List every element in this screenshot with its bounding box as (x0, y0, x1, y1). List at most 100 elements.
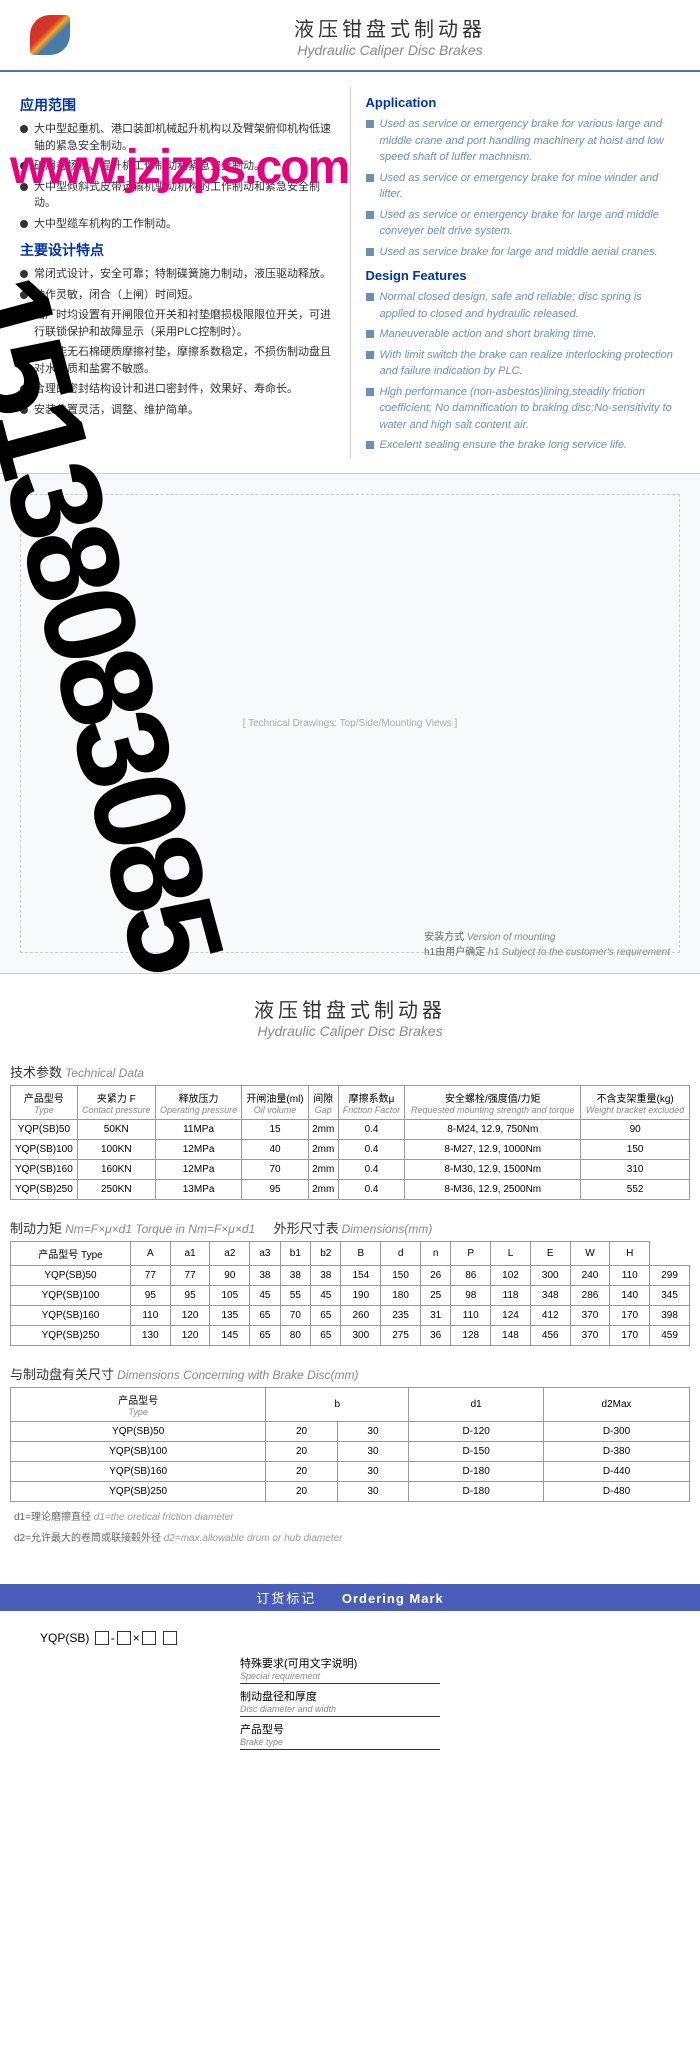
table-row: YQP(SB)160110120135657065260235311101244… (11, 1305, 690, 1325)
table-header: 开闸油量(ml)Oil volume (242, 1085, 308, 1119)
table-header: B (341, 1241, 381, 1265)
table-row: YQP(SB)502030D-120D-300 (11, 1421, 690, 1441)
bullet-item: 大中型缆车机构的工作制动。 (20, 216, 335, 233)
bullet-icon (366, 120, 374, 128)
table-row: YQP(SB)5050KN11MPa152mm0.48-M24, 12.9, 7… (11, 1119, 690, 1139)
bullet-item: Excelent sealing ensure the brake long s… (366, 437, 681, 454)
table-row: YQP(SB)1002030D-150D-380 (11, 1441, 690, 1461)
table-row: YQP(SB)507777903838381541502686102300240… (11, 1265, 690, 1285)
bullet-icon (366, 351, 374, 359)
table-header: n (420, 1241, 450, 1265)
table-header: a3 (250, 1241, 280, 1265)
title-block: 液压钳盘式制动器 Hydraulic Caliper Disc Brakes (100, 13, 680, 58)
tech-data-section: 技术参数 Technical Data 产品型号Type夹紧力 FContact… (0, 1062, 700, 1210)
bullet-item: High performance (non-asbestos)lining,st… (366, 384, 681, 434)
table-header: 产品型号 Type (11, 1241, 131, 1265)
bullet-text: Used as service or emergency brake for l… (380, 207, 681, 240)
table-header: b (266, 1387, 409, 1421)
bullet-item: Maneuverable action and short braking ti… (366, 326, 681, 343)
table-header: W (570, 1241, 610, 1265)
watermark-url: www.jzjzps.com (10, 140, 348, 195)
bullet-text: 大中型缆车机构的工作制动。 (34, 216, 335, 233)
ordering-labels: 特殊要求(可用文字说明)Special requirement 制动盘径和厚度Di… (240, 1655, 660, 1754)
logo (20, 10, 80, 60)
footnote: d1=理论磨擦直径 d1=the oretical friction diame… (10, 1508, 690, 1523)
ordering-bar: 订货标记 Ordering Mark (0, 1584, 700, 1611)
order-label: 制动盘径和厚度Disc diameter and width (240, 1688, 440, 1717)
table-header: 产品型号Type (11, 1387, 266, 1421)
table-row: YQP(SB)100100KN12MPa402mm0.48-M27, 12.9,… (11, 1139, 690, 1159)
design-heading-cn: 主要设计特点 (20, 240, 335, 260)
tech-data-table: 产品型号Type夹紧力 FContact pressure释放压力Operati… (10, 1085, 690, 1200)
table-header: 释放压力Operating pressure (155, 1085, 242, 1119)
table-header: d (381, 1241, 421, 1265)
table-header: 摩擦系数μFriction Factor (338, 1085, 405, 1119)
table-header: L (491, 1241, 531, 1265)
table-row: YQP(SB)2502030D-180D-480 (11, 1481, 690, 1501)
table-row: YQP(SB)1602030D-180D-440 (11, 1461, 690, 1481)
title-en: Hydraulic Caliper Disc Brakes (100, 42, 680, 58)
bullet-text: 常闭式设计，安全可靠；特制碟簧施力制动，液压驱动释放。 (34, 266, 335, 283)
footnote: d2=允许最大的卷筒或联接毂外径 d2=max.allowable drum o… (10, 1529, 690, 1544)
app-range-heading: 应用范围 (20, 95, 335, 115)
bullet-item: With limit switch the brake can realize … (366, 347, 681, 380)
disc-section: 与制动盘有关尺寸 Dimensions Concerning with Brak… (0, 1364, 700, 1554)
table-row: YQP(SB)160160KN12MPa702mm0.48-M30, 12.9,… (11, 1159, 690, 1179)
table-header: E (530, 1241, 570, 1265)
bullet-icon (366, 174, 374, 182)
table-header: b1 (280, 1241, 310, 1265)
order-label: 产品型号Brake type (240, 1721, 440, 1750)
table-header: A (130, 1241, 170, 1265)
torque-section: 制动力矩 Nm=F×μ×d1 Torque in Nm=F×μ×d1 外形尺寸表… (0, 1218, 700, 1356)
table-header: P (451, 1241, 491, 1265)
bullet-item: Used as service or emergency brake for l… (366, 207, 681, 240)
table-header: a2 (210, 1241, 250, 1265)
ordering-code: YQP(SB) -× (40, 1631, 660, 1646)
bullet-item: Used as service or emergency brake for m… (366, 170, 681, 203)
table-header: d1 (409, 1387, 544, 1421)
table-header: 夹紧力 FContact pressure (77, 1085, 155, 1119)
table-header: 间隙Gap (308, 1085, 338, 1119)
disc-table: 产品型号Typebd1d2MaxYQP(SB)502030D-120D-300Y… (10, 1387, 690, 1502)
table-row: YQP(SB)250250KN13MPa952mm0.48-M36, 12.9,… (11, 1179, 690, 1199)
table-header: 安全螺栓/强度值/力矩Requested mounting strength a… (405, 1085, 581, 1119)
design-list-en: Normal closed design, safe and reliable;… (366, 289, 681, 454)
bullet-text: With limit switch the brake can realize … (380, 347, 681, 380)
app-range-list-en: Used as service or emergency brake for v… (366, 116, 681, 260)
bullet-icon (366, 441, 374, 449)
bullet-text: Used as service or emergency brake for m… (380, 170, 681, 203)
ordering-diagram: YQP(SB) -× 特殊要求(可用文字说明)Special requireme… (0, 1611, 700, 1795)
footnotes: d1=理论磨擦直径 d1=the oretical friction diame… (10, 1508, 690, 1544)
tech-data-title: 技术参数 Technical Data (10, 1062, 690, 1081)
table-header: d2Max (544, 1387, 690, 1421)
table-header: 不含支架重量(kg)Weight bracket excluded (581, 1085, 690, 1119)
table-row: YQP(SB)100959510545554519018025981183482… (11, 1285, 690, 1305)
table-header: H (610, 1241, 650, 1265)
header: 液压钳盘式制动器 Hydraulic Caliper Disc Brakes (0, 0, 700, 72)
bullet-icon (20, 220, 28, 228)
torque-title: 制动力矩 Nm=F×μ×d1 Torque in Nm=F×μ×d1 外形尺寸表… (10, 1218, 690, 1237)
diagram-notes: 安装方式 Version of mounting h1由用户确定 h1 Subj… (424, 928, 670, 958)
bullet-text: Used as service brake for large and midd… (380, 244, 681, 261)
bullet-text: High performance (non-asbestos)lining,st… (380, 384, 681, 434)
bullet-item: Used as service or emergency brake for v… (366, 116, 681, 166)
table-row: YQP(SB)250130120145658065300275361281484… (11, 1325, 690, 1345)
bullet-text: Normal closed design, safe and reliable;… (380, 289, 681, 322)
table-header: 产品型号Type (11, 1085, 78, 1119)
bullet-icon (366, 293, 374, 301)
bullet-icon (366, 211, 374, 219)
bullet-text: Maneuverable action and short braking ti… (380, 326, 681, 343)
design-heading-en: Design Features (366, 268, 681, 283)
bullet-item: Normal closed design, safe and reliable;… (366, 289, 681, 322)
bullet-icon (366, 388, 374, 396)
bullet-text: Used as service or emergency brake for v… (380, 116, 681, 166)
bullet-icon (20, 125, 28, 133)
order-label: 特殊要求(可用文字说明)Special requirement (240, 1655, 440, 1684)
disc-title: 与制动盘有关尺寸 Dimensions Concerning with Brak… (10, 1364, 690, 1383)
bullet-icon (366, 248, 374, 256)
table-header: b2 (311, 1241, 341, 1265)
app-range-heading-en: Application (366, 95, 681, 110)
mid-title: 液压钳盘式制动器 Hydraulic Caliper Disc Brakes (0, 974, 700, 1054)
col-right: Application Used as service or emergency… (350, 87, 681, 458)
bullet-text: Excelent sealing ensure the brake long s… (380, 437, 681, 454)
